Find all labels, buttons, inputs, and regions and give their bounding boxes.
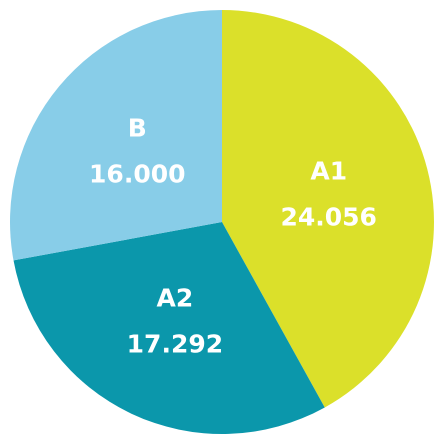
slice-value: 16.000 — [89, 159, 185, 188]
pie-slice — [9, 10, 223, 261]
slice-value: 17.292 — [127, 330, 223, 359]
slice-value: 24.056 — [280, 202, 376, 231]
slice-name: A2 — [157, 284, 194, 313]
pie-slice — [13, 222, 325, 434]
pie-slice — [222, 10, 434, 408]
slice-name: A1 — [310, 156, 347, 185]
slice-name: B — [128, 113, 147, 142]
